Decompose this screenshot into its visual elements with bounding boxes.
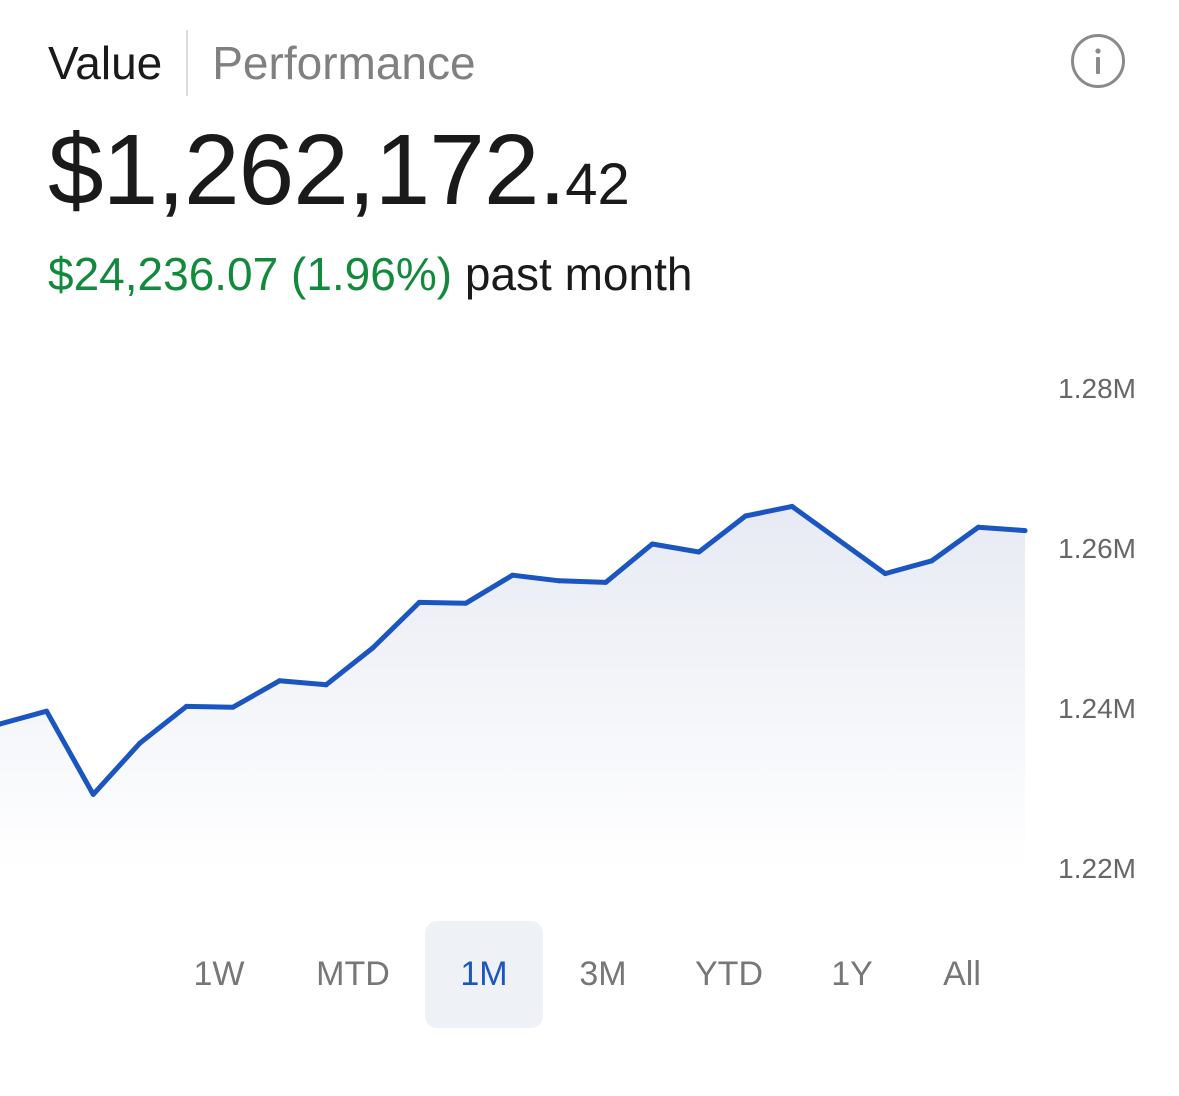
chart-point-6 <box>230 704 236 710</box>
chart-point-13 <box>556 578 562 584</box>
value-chart: 1.28M 1.26M 1.24M 1.22M <box>0 373 1136 884</box>
info-button[interactable] <box>1071 34 1125 88</box>
chart-point-22 <box>975 524 981 530</box>
chart-point-15 <box>649 541 655 547</box>
y-tick-label: 1.26M <box>1058 533 1136 564</box>
chart-area-fill <box>0 506 1025 868</box>
chart-point-3 <box>90 791 96 797</box>
chart-point-17 <box>743 513 748 519</box>
range-all[interactable]: All <box>943 955 981 993</box>
chart-point-21 <box>929 558 935 564</box>
balance-cents: 42 <box>565 152 630 217</box>
range-3m[interactable]: 3M <box>579 955 627 993</box>
balance-change: $24,236.07 (1.96%) past month <box>48 246 692 302</box>
range-1m[interactable]: 1M <box>425 921 543 1028</box>
info-circle-icon <box>1095 48 1101 74</box>
chart-point-10 <box>416 599 422 605</box>
balance-whole: $1,262,172. <box>48 114 566 226</box>
range-1y[interactable]: 1Y <box>831 955 873 993</box>
chart-point-11 <box>463 600 469 606</box>
range-ytd[interactable]: YTD <box>695 955 763 993</box>
chart-point-7 <box>277 678 282 684</box>
change-period: past month <box>464 248 693 300</box>
y-tick-label: 1.22M <box>1058 853 1136 884</box>
tab-divider <box>186 30 189 96</box>
chart-point-4 <box>137 740 143 746</box>
chart-point-1 <box>0 721 3 727</box>
range-mtd[interactable]: MTD <box>316 955 390 993</box>
chart-point-19 <box>836 537 842 543</box>
chart-point-23 <box>1022 528 1028 534</box>
chart-point-18 <box>789 503 795 509</box>
tab-value[interactable]: Value <box>48 37 163 89</box>
chart-point-9 <box>370 645 376 651</box>
chart-point-20 <box>882 571 888 577</box>
chart-point-2 <box>44 708 50 714</box>
chart-point-14 <box>603 579 609 585</box>
range-1w[interactable]: 1W <box>193 955 245 993</box>
time-range-selector: 1W MTD 1M 3M YTD 1Y All <box>0 921 1179 1028</box>
y-tick-label: 1.24M <box>1058 693 1136 724</box>
y-tick-label: 1.28M <box>1058 373 1136 404</box>
tab-performance[interactable]: Performance <box>212 37 476 89</box>
account-balance: $1,262,172.42 <box>48 110 630 260</box>
view-tabs: Value Performance <box>48 30 476 96</box>
chart-point-8 <box>323 682 329 688</box>
chart-point-5 <box>183 703 189 709</box>
chart-point-16 <box>696 549 702 555</box>
chart-point-12 <box>510 572 515 578</box>
change-amount: $24,236.07 (1.96%) <box>48 248 453 300</box>
